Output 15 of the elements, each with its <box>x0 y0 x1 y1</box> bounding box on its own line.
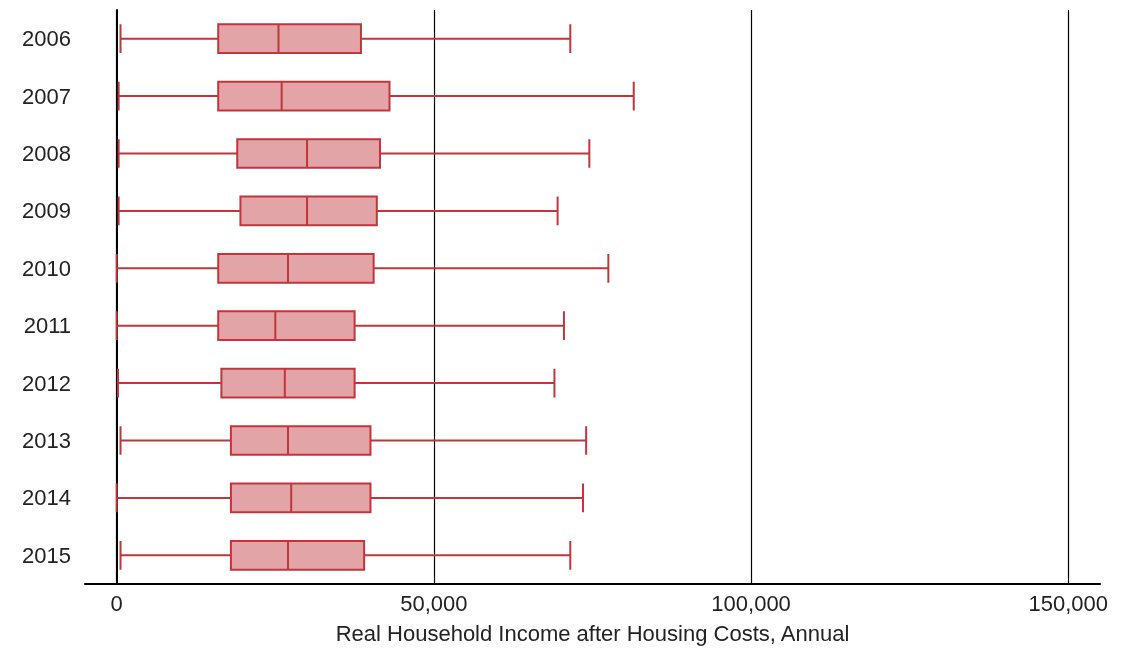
y-tick-label: 2008 <box>22 141 71 166</box>
x-tick-label: 100,000 <box>711 590 791 616</box>
y-tick-label: 2006 <box>22 26 71 52</box>
y-tick-label: 2014 <box>22 485 71 511</box>
x-tick-label: 0 <box>110 590 123 616</box>
y-tick-label: 2009 <box>22 198 71 224</box>
x-tick-label: 50,000 <box>400 590 468 616</box>
y-tick-label: 2015 <box>22 542 71 568</box>
y-tick-label: 2010 <box>22 255 71 281</box>
y-tick-label: 2012 <box>22 370 71 396</box>
x-axis-title: Real Household Income after Housing Costs, Annual <box>335 620 850 646</box>
x-tick-label: 150,000 <box>1028 590 1109 616</box>
y-tick-label: 2013 <box>22 428 71 453</box>
y-tick-label: 2011 <box>23 313 71 339</box>
y-tick-label: 2007 <box>22 83 71 109</box>
